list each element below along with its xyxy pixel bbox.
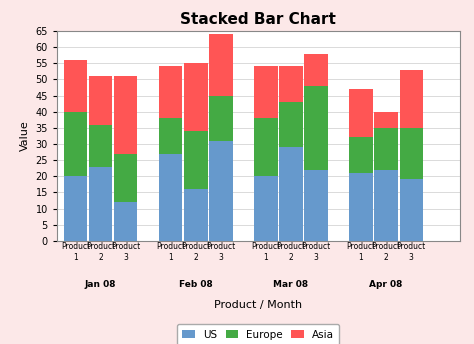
Bar bbox=[159, 66, 182, 118]
Title: Stacked Bar Chart: Stacked Bar Chart bbox=[181, 12, 336, 27]
Legend: US, Europe, Asia: US, Europe, Asia bbox=[177, 324, 339, 344]
Text: Jan 08: Jan 08 bbox=[85, 280, 117, 289]
Y-axis label: Value: Value bbox=[20, 120, 30, 151]
Bar bbox=[210, 34, 233, 96]
Bar bbox=[400, 180, 423, 241]
Bar bbox=[114, 76, 137, 154]
Text: Mar 08: Mar 08 bbox=[273, 280, 309, 289]
Bar bbox=[304, 54, 328, 86]
Bar bbox=[254, 176, 278, 241]
X-axis label: Product / Month: Product / Month bbox=[214, 300, 302, 311]
Bar bbox=[349, 89, 373, 138]
Bar bbox=[400, 128, 423, 180]
Bar bbox=[254, 66, 278, 118]
Bar bbox=[89, 76, 112, 125]
Bar bbox=[349, 138, 373, 173]
Bar bbox=[114, 154, 137, 202]
Bar bbox=[374, 128, 398, 170]
Bar bbox=[64, 176, 87, 241]
Bar bbox=[279, 102, 303, 147]
Bar bbox=[254, 118, 278, 176]
Bar bbox=[114, 202, 137, 241]
Bar bbox=[64, 60, 87, 112]
Bar bbox=[184, 189, 208, 241]
Bar bbox=[349, 173, 373, 241]
Bar bbox=[374, 170, 398, 241]
Bar bbox=[159, 154, 182, 241]
Bar bbox=[374, 112, 398, 128]
Bar bbox=[210, 96, 233, 141]
Bar bbox=[89, 125, 112, 166]
Text: Feb 08: Feb 08 bbox=[179, 280, 213, 289]
Bar bbox=[279, 147, 303, 241]
Bar bbox=[184, 63, 208, 131]
Bar bbox=[184, 131, 208, 189]
Bar bbox=[304, 170, 328, 241]
Bar bbox=[64, 112, 87, 176]
Bar bbox=[279, 66, 303, 102]
Bar bbox=[400, 70, 423, 128]
Bar bbox=[210, 141, 233, 241]
Bar bbox=[89, 166, 112, 241]
Bar bbox=[159, 118, 182, 154]
Text: Apr 08: Apr 08 bbox=[369, 280, 403, 289]
Bar bbox=[304, 86, 328, 170]
